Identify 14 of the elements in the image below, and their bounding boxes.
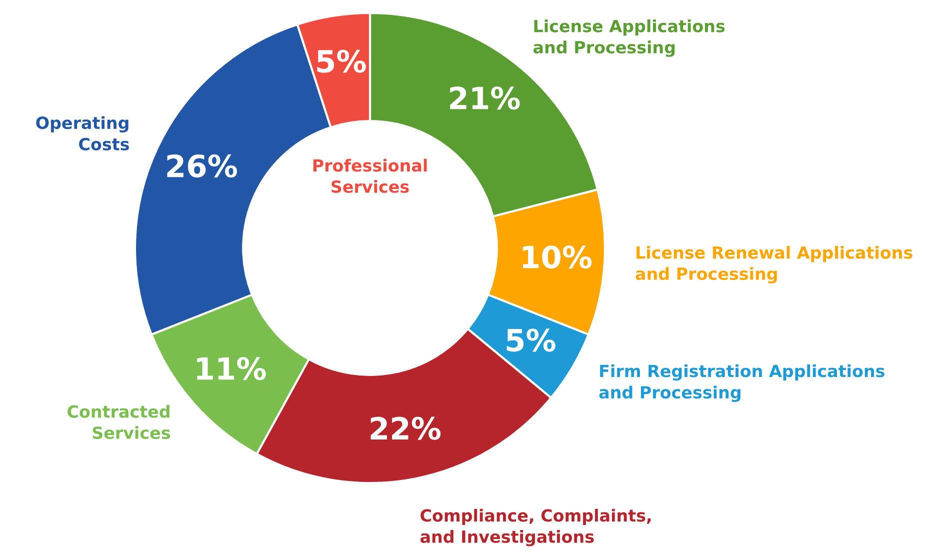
- slice-label: Compliance, Complaints, and Investigations: [420, 508, 651, 546]
- data-label: 11%: [197, 356, 266, 380]
- slice-label: Operating Costs: [36, 116, 129, 150]
- slice-label: Professional Services: [313, 158, 427, 193]
- slice-label: Firm Registration Applications and Processing: [599, 364, 884, 402]
- data-label: 21%: [450, 86, 520, 110]
- data-label: 5%: [506, 328, 556, 352]
- slice-label: License Renewal Applications and Processing: [636, 246, 912, 284]
- slice-label: License Applications and Processing: [533, 19, 725, 57]
- data-label: 10%: [522, 245, 592, 269]
- data-label: 5%: [317, 50, 366, 73]
- data-label: 22%: [370, 416, 441, 440]
- data-label: 26%: [167, 154, 237, 178]
- slice-label: Contracted Services: [68, 404, 170, 440]
